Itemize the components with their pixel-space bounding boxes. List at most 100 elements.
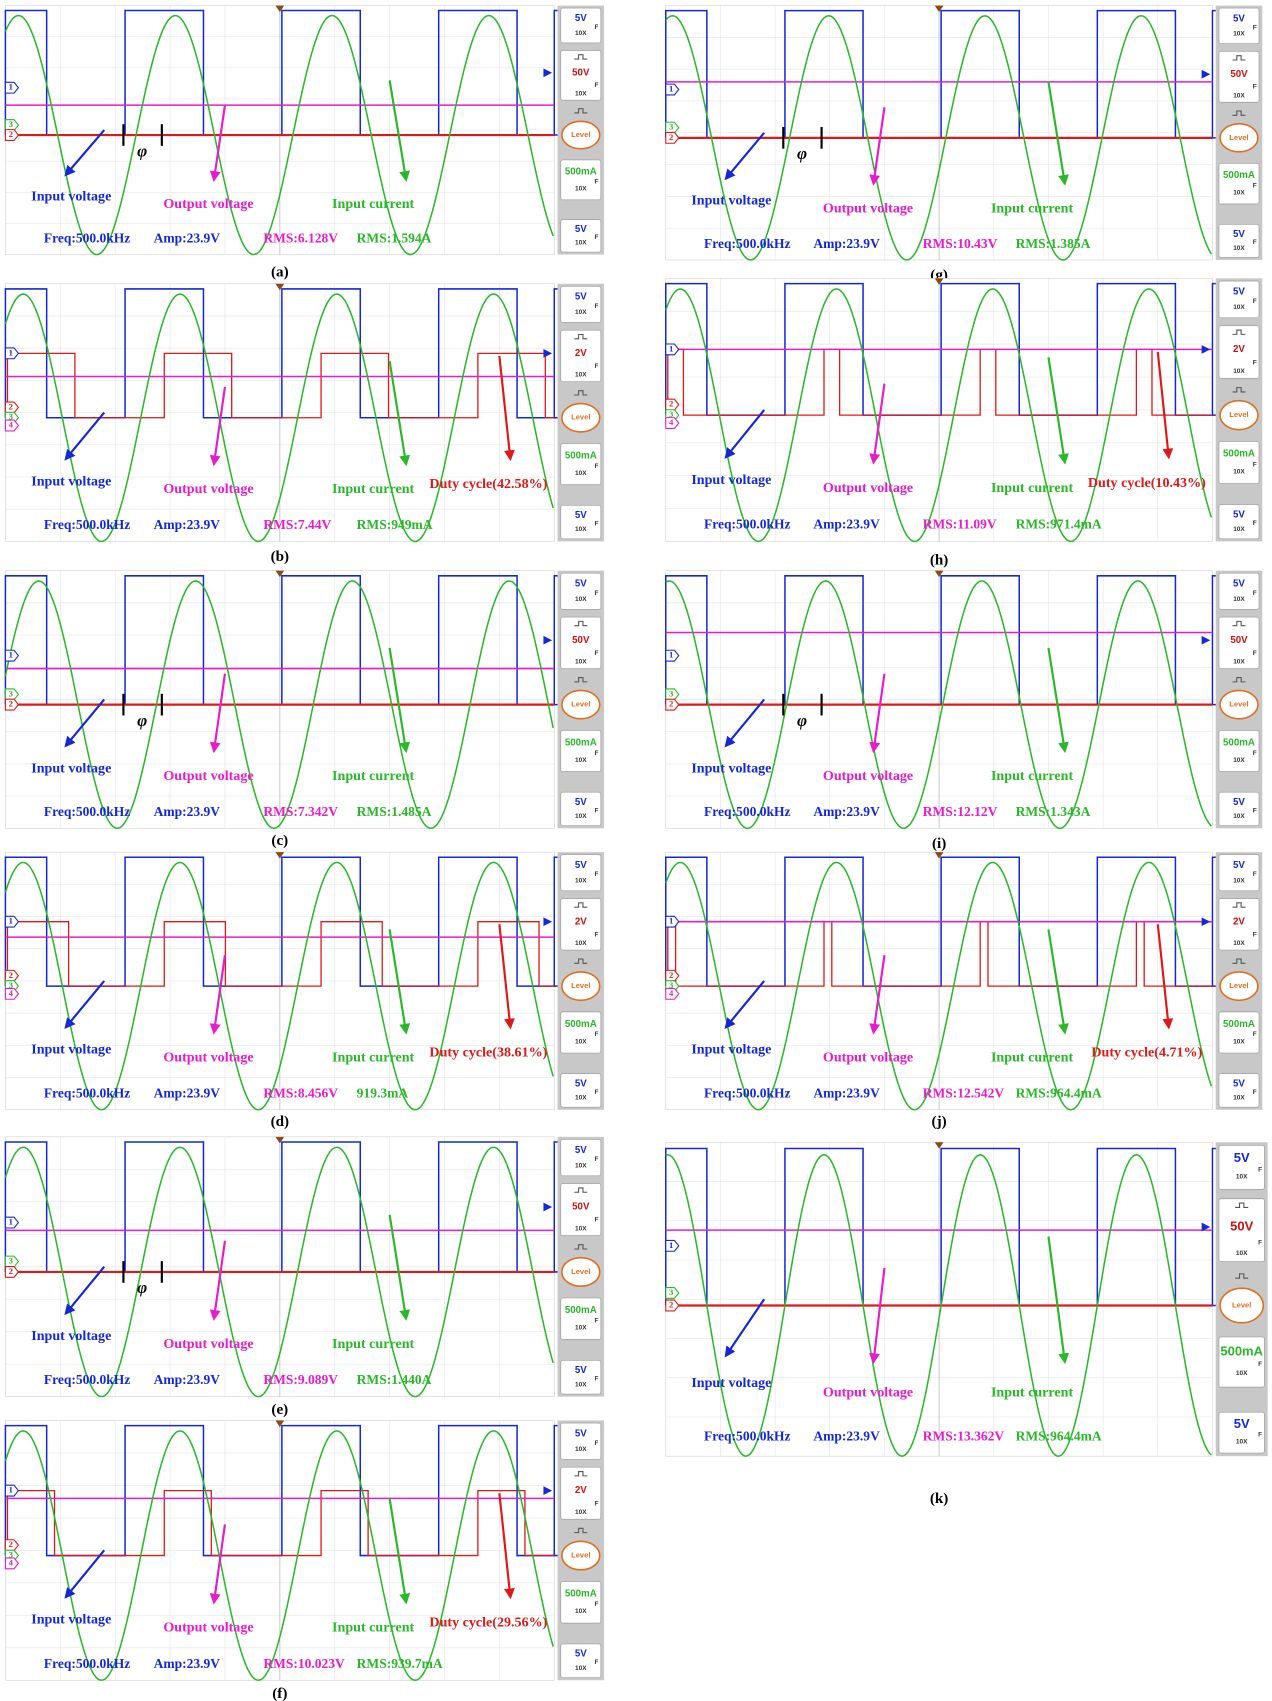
measurement: RMS:12.12V [923,804,998,819]
coupling: F [1253,931,1257,938]
level-label: Level [571,130,590,139]
scale-value: 50V [572,1202,590,1213]
annotation-label: Output voltage [163,481,253,497]
annotation-label: Input current [991,480,1073,496]
panel-label: (b) [271,548,290,565]
scale-value: 5V [1234,1416,1250,1431]
coupling: F [595,590,599,597]
scale-sidebar: 5VF10X2VF10X500mAF10X5VF10XLevel [1216,852,1263,1110]
probe: 10X [575,185,587,192]
probe: 10X [1233,1095,1245,1102]
measurement: RMS:971.4mA [1016,517,1102,532]
annotation-label: Duty cycle(38.61%) [429,1044,547,1060]
measurement: RMS:1.343A [1016,804,1091,819]
coupling: F [1253,520,1257,527]
channel-marker-label: 2 [9,401,13,411]
coupling: F [1258,1361,1262,1368]
coupling: F [595,234,599,241]
measurement: RMS:1.385A [1016,236,1091,251]
probe: 10X [1233,1038,1245,1045]
probe: 10X [1233,189,1245,196]
scale-value: 5V [1233,860,1245,871]
measurement: Amp:23.9V [154,804,221,819]
probe: 10X [575,596,587,603]
page: {"panels":[ {"label":"(a)","scales":["5V… [0,0,1272,1701]
scale-value: 500mA [1223,449,1255,460]
probe: 10X [1233,813,1245,820]
scale-value: 5V [1233,287,1245,298]
coupling: F [595,1031,599,1038]
scale-value: 5V [575,1649,587,1660]
scale-value: 5V [575,1429,587,1440]
channel-marker-label: 4 [669,988,674,998]
coupling: F [595,463,599,470]
probe: 10X [575,1095,587,1102]
probe: 10X [575,1446,587,1453]
channel-marker-label: 2 [9,1266,13,1276]
scale-value: 2V [575,348,587,359]
scope-panel: 132φInput voltageOutput voltageInput cur… [666,571,1262,852]
measurement: RMS:964.4mA [1016,1428,1102,1443]
panel-label: (j) [932,1113,947,1130]
body: 132φInput voltageOutput voltageInput cur… [0,0,1272,1701]
annotation-label: Input current [332,196,414,212]
scale-value: 5V [575,579,587,590]
scale-value: 5V [575,13,587,24]
coupling: F [1258,1239,1262,1246]
probe: 10X [575,877,587,884]
coupling: F [595,871,599,878]
panel-label: (k) [930,1490,949,1507]
scale-sidebar: 5VF10X50VF10X500mAF10X5VF10XLevel [558,571,605,829]
annotation-label: Output voltage [823,768,913,784]
probe: 10X [1233,526,1245,533]
annotation-label: Input voltage [31,189,111,205]
channel-marker-label: 1 [9,82,13,92]
scale-value: 5V [575,224,587,235]
probe: 10X [1233,877,1245,884]
coupling: F [595,1318,599,1325]
channel-marker-label: 4 [9,988,14,998]
phase-symbol: φ [137,711,147,730]
coupling: F [1253,461,1257,468]
annotation-label: Output voltage [823,480,913,496]
channel-marker-label: 4 [669,417,674,427]
probe: 10X [1233,468,1245,475]
measurement: RMS:949mA [357,517,433,532]
channel-marker-label: 3 [669,688,674,698]
coupling: F [595,82,599,89]
coupling: F [595,179,599,186]
scale-value: 5V [575,1365,587,1376]
scale-sidebar: 5VF10X2VF10X500mAF10X5VF10XLevel [1216,278,1263,541]
measurement: Amp:23.9V [154,1656,221,1671]
annotation-label: Input current [332,481,414,497]
measurement: RMS:939.7mA [357,1656,443,1671]
measurement: Freq:500.0kHz [704,804,790,819]
scale-value: 50V [1230,635,1248,646]
annotation-label: Input voltage [31,1612,111,1628]
scale-value: 500mA [565,450,597,461]
level-label: Level [1229,700,1248,709]
measurement: RMS:9.089V [263,1372,338,1387]
channel-marker-label: 1 [669,1240,673,1250]
level-label: Level [571,981,590,990]
probe: 10X [1233,30,1245,37]
scale-value: 5V [575,292,587,303]
scope-panel: 132Input voltageOutput voltageInput curr… [666,1142,1268,1507]
coupling: F [1253,1031,1257,1038]
coupling: F [595,1500,599,1507]
probe: 10X [575,1226,587,1233]
measurement: Amp:23.9V [813,1085,880,1100]
scale-value: 5V [1233,797,1245,808]
channel-marker-label: 2 [669,699,673,709]
scale-value: 2V [1233,344,1245,355]
coupling: F [595,1440,599,1447]
scale-sidebar: 5VF10X50VF10X500mAF10X5VF10XLevel [1216,6,1263,260]
channel-marker-label: 1 [669,650,673,660]
scale-value: 500mA [1220,1343,1263,1358]
measurement: RMS:12.542V [923,1085,1005,1100]
coupling: F [595,1217,599,1224]
annotation-label: Output voltage [823,1049,913,1065]
coupling: F [595,1659,599,1666]
annotation-label: Output voltage [163,1620,253,1636]
